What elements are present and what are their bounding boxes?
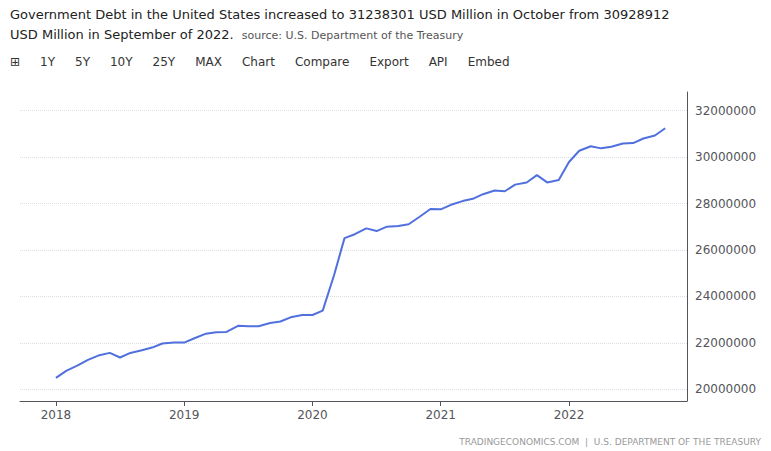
svg-text:10Y: 10Y — [110, 55, 133, 69]
svg-text:⊞: ⊞ — [10, 55, 20, 69]
svg-text:2020: 2020 — [297, 408, 328, 422]
svg-text:USD Million in September of 20: USD Million in September of 2022. — [10, 27, 234, 42]
svg-text:Embed: Embed — [468, 55, 510, 69]
svg-text:28000000: 28000000 — [695, 197, 756, 211]
svg-text:2021: 2021 — [425, 408, 456, 422]
svg-text:TRADINGECONOMICS.COM | U.S.: TRADINGECONOMICS.COM | U.S. DEPARTMENT O… — [458, 437, 761, 447]
svg-text:MAX: MAX — [195, 55, 222, 69]
svg-text:1Y: 1Y — [40, 55, 56, 69]
svg-text:24000000: 24000000 — [695, 289, 756, 303]
svg-text:Export: Export — [369, 55, 409, 69]
svg-text:source: U.S. Department of the: source: U.S. Department of the Treasury — [242, 29, 464, 42]
svg-text:32000000: 32000000 — [695, 104, 756, 118]
svg-text:26000000: 26000000 — [695, 243, 756, 257]
svg-text:22000000: 22000000 — [695, 336, 756, 350]
svg-text:API: API — [429, 55, 448, 69]
svg-text:25Y: 25Y — [153, 55, 176, 69]
svg-text:2018: 2018 — [41, 408, 72, 422]
svg-text:2019: 2019 — [169, 408, 200, 422]
svg-text:5Y: 5Y — [75, 55, 91, 69]
svg-text:Compare: Compare — [295, 55, 349, 69]
svg-text:2022: 2022 — [554, 408, 585, 422]
svg-text:Government Debt in the United: Government Debt in the United States inc… — [10, 7, 670, 22]
svg-text:Chart: Chart — [242, 55, 275, 69]
svg-text:30000000: 30000000 — [695, 150, 756, 164]
svg-text:20000000: 20000000 — [695, 382, 756, 396]
